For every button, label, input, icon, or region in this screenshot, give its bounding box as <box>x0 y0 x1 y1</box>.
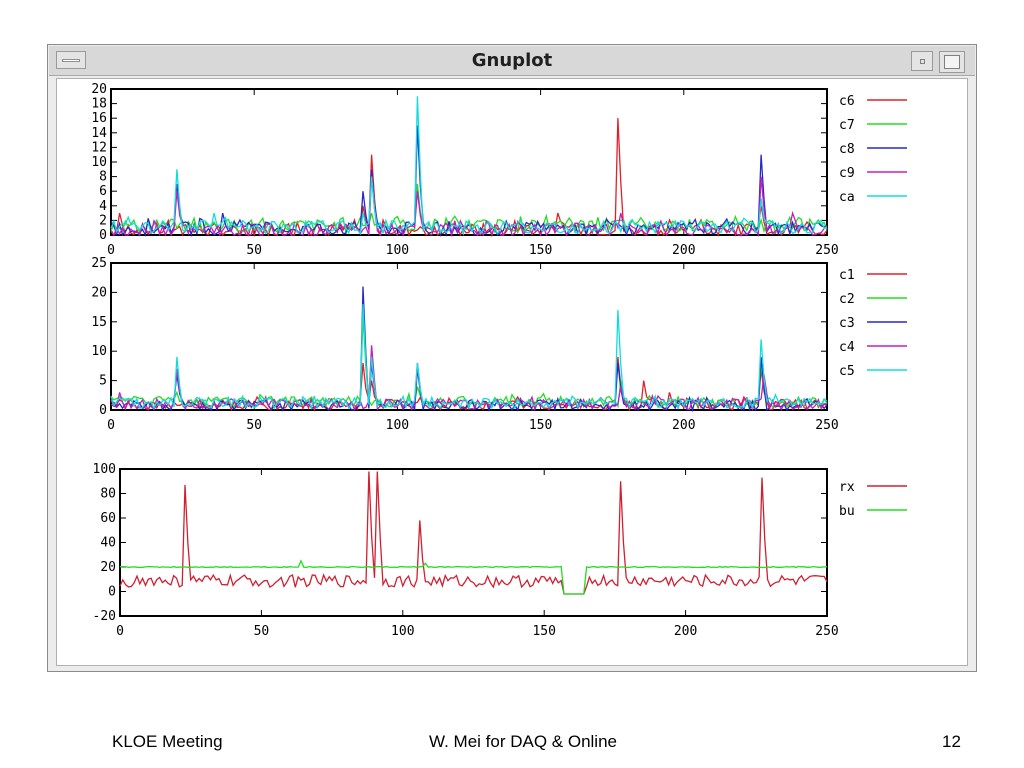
series-c9-line <box>110 176 828 238</box>
panel-3-ytick-label: 0 <box>108 585 116 600</box>
window-menu-button[interactable] <box>56 51 86 69</box>
panel-2-xtick-label: 100 <box>386 418 409 433</box>
panel-1-ytick-label: 12 <box>91 140 107 155</box>
legend-c9-label: c9 <box>839 166 855 181</box>
series-c5-line <box>110 304 828 411</box>
panel-1-frame <box>110 88 828 236</box>
series-c2-line <box>110 315 828 409</box>
panel-2-ytick-label: 15 <box>91 315 107 330</box>
panel-3-ytick-label: 100 <box>93 462 116 477</box>
series-c3-line <box>110 286 828 413</box>
maximize-icon <box>944 55 960 69</box>
panel-1-ytick-label: 10 <box>91 155 107 170</box>
panel-3-ytick-label: 40 <box>100 536 116 551</box>
panel-1-xtick-label: 100 <box>386 243 409 258</box>
slide-number: 12 <box>942 732 961 751</box>
panel-1-ytick-label: 14 <box>91 126 107 141</box>
panel-3-xtick-label: 250 <box>815 624 838 639</box>
panel-1-xtick-label: 150 <box>529 243 552 258</box>
window-title: Gnuplot <box>471 50 553 71</box>
legend-c3-label: c3 <box>839 316 855 331</box>
series-ca-line <box>110 96 828 237</box>
panel-2-ytick-label: 20 <box>91 285 107 300</box>
series-bu-line <box>119 559 828 595</box>
panel-2-frame <box>110 262 828 411</box>
window-menu-icon <box>62 59 80 62</box>
footer-center-text: W. Mei for DAQ & Online <box>429 732 617 751</box>
panel-2-ytick-label: 0 <box>99 403 107 418</box>
panel-2-xtick-label: 250 <box>815 418 838 433</box>
panel-2-xtick-label: 200 <box>672 418 695 433</box>
panel-3-xtick-label: 200 <box>674 624 697 639</box>
panel-3-xtick-label: 100 <box>391 624 414 639</box>
legend-ca-label: ca <box>839 190 855 205</box>
panel-1-ytick-label: 18 <box>91 97 107 112</box>
gnuplot-window: Gnuplot 0 2 4 6 8 10 12 14 16 18 20 0 50 100 150 200 250… <box>47 44 977 672</box>
legend-c5-label: c5 <box>839 364 855 379</box>
panel-3-xtick-label: 50 <box>254 624 270 639</box>
panel-2-ytick-label: 10 <box>91 344 107 359</box>
panel-2-xtick-label: 150 <box>529 418 552 433</box>
panel-1-ytick-label: 20 <box>91 82 107 97</box>
panel-1-ytick-label: 16 <box>91 111 107 126</box>
panel-3-xtick-label: 0 <box>116 624 124 639</box>
series-rx-line <box>119 471 828 595</box>
plot-area: 0 2 4 6 8 10 12 14 16 18 20 0 50 100 150 200 250 c6 c7 c8 c9… <box>56 78 968 666</box>
panel-1-ytick-label: 2 <box>99 213 107 228</box>
panel-2-ytick-label: 5 <box>99 374 107 389</box>
panel-1-xtick-label: 200 <box>672 243 695 258</box>
panel-1-ytick-label: 6 <box>99 184 107 199</box>
panel-3-ytick-label: 80 <box>100 487 116 502</box>
legend-c7-label: c7 <box>839 118 855 133</box>
panel-3-ytick-label: -20 <box>93 609 116 624</box>
panel-1-xtick-label: 0 <box>107 243 115 258</box>
legend-bu-label: bu <box>839 504 855 519</box>
panel-3-ytick-label: 20 <box>100 560 116 575</box>
legend-c2-label: c2 <box>839 292 855 307</box>
panel-1-ytick-label: 8 <box>99 170 107 185</box>
panel-2-xtick-label: 0 <box>107 418 115 433</box>
panel-2-xtick-label: 50 <box>246 418 262 433</box>
panel-3-xtick-label: 150 <box>532 624 555 639</box>
window-titlebar[interactable]: Gnuplot <box>49 46 975 76</box>
panel-2-ytick-label: 25 <box>91 256 107 271</box>
panel-1-xtick-label: 250 <box>815 243 838 258</box>
maximize-button[interactable] <box>939 51 965 73</box>
panel-1-xtick-label: 50 <box>246 243 262 258</box>
footer-left-text: KLOE Meeting <box>112 732 223 751</box>
legend-rx-label: rx <box>839 480 855 495</box>
panel-1-ytick-label: 4 <box>99 199 107 214</box>
legend-c8-label: c8 <box>839 142 855 157</box>
panel-3-frame <box>119 468 828 617</box>
minimize-icon <box>920 59 925 64</box>
series-c1-line <box>110 357 828 412</box>
panel-3-ytick-label: 60 <box>100 511 116 526</box>
legend-c1-label: c1 <box>839 268 855 283</box>
minimize-button[interactable] <box>911 51 933 71</box>
legend-c6-label: c6 <box>839 94 855 109</box>
series-c6-line <box>110 118 828 238</box>
legend-c4-label: c4 <box>839 340 855 355</box>
panel-1-ytick-label: 0 <box>99 228 107 243</box>
